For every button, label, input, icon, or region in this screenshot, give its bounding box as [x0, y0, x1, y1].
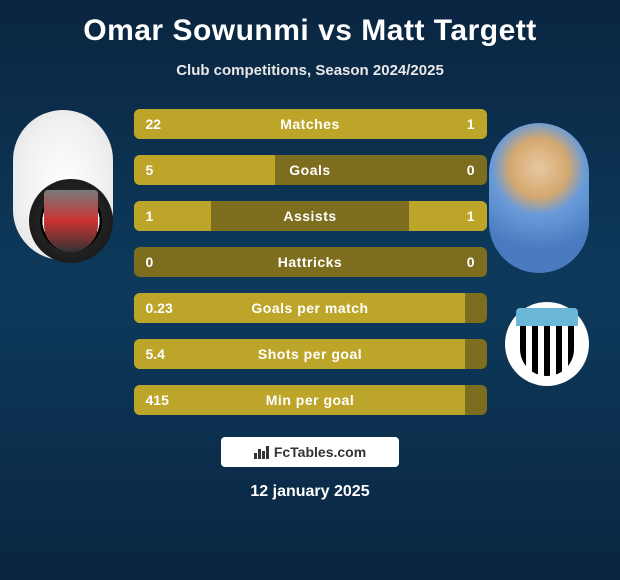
stat-row: 0 Hattricks 0: [134, 247, 487, 277]
stat-left-value: 0: [146, 254, 186, 270]
stat-row: 5.4 Shots per goal: [134, 339, 487, 369]
stat-label: Goals per match: [251, 300, 368, 316]
stat-label: Matches: [280, 116, 340, 132]
stat-label: Assists: [283, 208, 336, 224]
stat-row: 415 Min per goal: [134, 385, 487, 415]
stat-left-value: 415: [146, 392, 186, 408]
stat-row: 5 Goals 0: [134, 155, 487, 185]
stat-label: Shots per goal: [258, 346, 362, 362]
stat-label: Goals: [289, 162, 330, 178]
brand-badge: FcTables.com: [221, 437, 399, 467]
stat-row: 22 Matches 1: [134, 109, 487, 139]
comparison-card: Omar Sowunmi vs Matt Targett Club compet…: [0, 0, 620, 580]
stat-row: 0.23 Goals per match: [134, 293, 487, 323]
page-subtitle: Club competitions, Season 2024/2025: [176, 62, 444, 79]
stat-label: Min per goal: [266, 392, 354, 408]
stat-left-value: 1: [146, 208, 186, 224]
stat-label: Hattricks: [278, 254, 342, 270]
footer-date: 12 january 2025: [250, 483, 369, 501]
bar-chart-icon: [254, 445, 270, 459]
stats-list: 22 Matches 1 5 Goals 0 1 Assists 1 0 Hattricks 0 0.2…: [0, 109, 620, 431]
brand-text: FcTables.com: [274, 444, 366, 460]
stat-left-value: 0.23: [146, 300, 186, 316]
stat-left-value: 5: [146, 162, 186, 178]
stat-right-value: 0: [435, 254, 475, 270]
page-title: Omar Sowunmi vs Matt Targett: [83, 14, 537, 48]
stat-left-value: 5.4: [146, 346, 186, 362]
stat-left-value: 22: [146, 116, 186, 132]
stat-right-value: 1: [435, 116, 475, 132]
stat-row: 1 Assists 1: [134, 201, 487, 231]
stat-right-value: 0: [435, 162, 475, 178]
stat-right-value: 1: [435, 208, 475, 224]
